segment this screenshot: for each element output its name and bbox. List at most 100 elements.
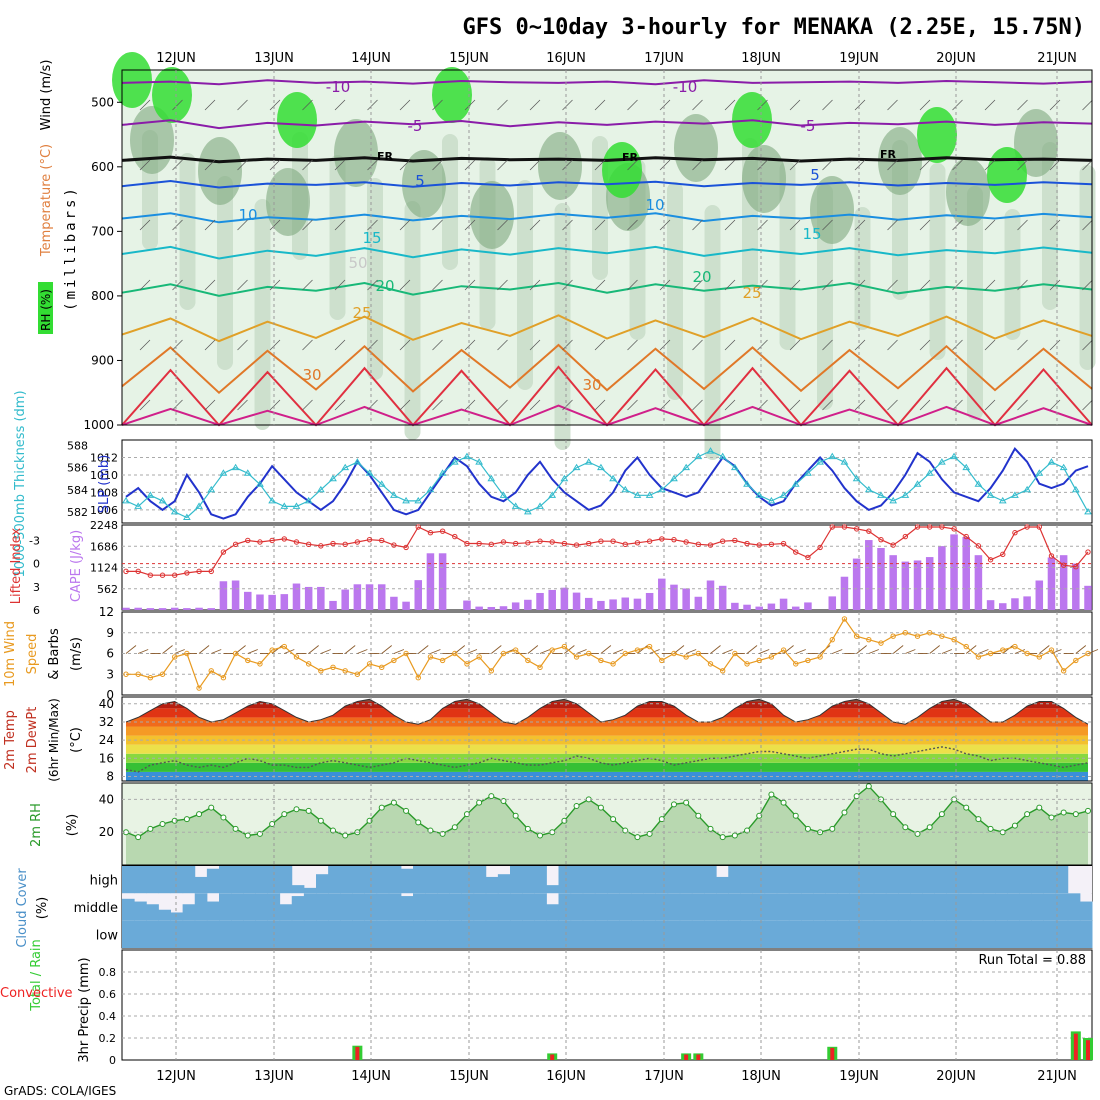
wind-speed-marker xyxy=(671,650,677,657)
rh2m-marker xyxy=(390,799,397,806)
thickness-marker xyxy=(390,491,398,498)
cape-bar xyxy=(950,534,958,610)
lifted-index-marker xyxy=(646,538,653,544)
cloud-bar xyxy=(146,866,159,894)
cloud-bar xyxy=(982,866,996,894)
precip-tick-label: 0.4 xyxy=(99,1010,117,1023)
rh2m-marker xyxy=(926,824,933,831)
contour-label: 30 xyxy=(582,376,601,394)
cloud-bar xyxy=(643,866,656,894)
lifted-index-marker xyxy=(123,568,129,575)
wind-barb xyxy=(594,99,606,111)
wind-barb xyxy=(789,219,801,231)
wind-barb xyxy=(659,99,671,111)
thickness-marker xyxy=(170,507,179,515)
wind-barb-10m xyxy=(795,649,806,654)
wind-barb xyxy=(497,399,508,411)
cape-bar xyxy=(256,594,264,610)
wind-barb-10m xyxy=(965,645,977,654)
wind-barb xyxy=(822,399,833,411)
rh2m-marker xyxy=(829,825,836,832)
wind-barb xyxy=(887,219,898,231)
rh2m-marker xyxy=(220,814,227,821)
wind-barb-10m xyxy=(320,649,332,654)
cloud-bar xyxy=(1067,920,1081,948)
cape-bar xyxy=(597,600,605,610)
thickness-tick-label: 584 xyxy=(67,484,88,497)
wind-speed-marker xyxy=(439,657,446,664)
thickness-tick-label: 588 xyxy=(67,440,88,453)
wind-barb xyxy=(367,399,378,411)
wind-speed-marker xyxy=(719,668,726,674)
cloud-bar xyxy=(776,920,790,948)
cape-bar xyxy=(694,596,703,610)
rh2m-marker xyxy=(902,824,909,831)
rh2m-marker xyxy=(342,832,349,839)
thickness-marker xyxy=(511,502,520,509)
wind-barb xyxy=(594,339,606,351)
cloud-bar xyxy=(497,920,511,948)
date-label-top: 20JUN xyxy=(936,51,976,66)
thickness-marker xyxy=(414,496,423,504)
cape-bar xyxy=(852,558,861,610)
wind-speed-marker xyxy=(1048,647,1055,653)
wind-unit-label: (m/s) xyxy=(69,637,84,671)
cloud-bar xyxy=(1019,920,1032,948)
thickness-marker xyxy=(950,452,958,460)
rh-dark-patch xyxy=(674,114,718,182)
wind-barb xyxy=(529,399,541,411)
cloud-bar xyxy=(194,893,208,921)
cape-bar xyxy=(548,589,556,610)
contour-label: 10 xyxy=(238,206,257,224)
lifted-index-marker xyxy=(269,537,275,544)
lifted-index-marker xyxy=(695,541,702,548)
thickness-marker xyxy=(1084,507,1092,515)
cape-bar xyxy=(986,600,995,610)
rh2m-frame xyxy=(121,782,1093,866)
wind-barb-10m xyxy=(381,645,393,654)
minmax-axis-label: (6hr Min/Max) xyxy=(47,698,61,782)
wind-barb xyxy=(1049,99,1061,111)
wind-barb xyxy=(627,399,638,411)
wind-barb xyxy=(562,399,573,411)
thickness-marker xyxy=(377,480,386,487)
wind-speed-marker xyxy=(293,654,300,660)
rh2m-marker xyxy=(670,801,677,808)
wind-barb xyxy=(562,219,573,231)
cloud-bar xyxy=(898,866,911,894)
precip-tick-label: 0.8 xyxy=(99,966,117,979)
wind-barb xyxy=(757,99,768,111)
wind-barb-10m xyxy=(247,649,258,654)
wind-barb xyxy=(237,279,248,291)
pressure-tick-label: 500 xyxy=(91,95,114,109)
cloud-bar xyxy=(279,904,293,921)
wind-speed-marker xyxy=(878,640,884,646)
wind-speed-marker xyxy=(452,650,458,657)
wind-barb xyxy=(887,399,898,411)
wind-speed-marker xyxy=(561,643,568,650)
rh2m-marker xyxy=(1024,811,1031,818)
wind-barb-10m xyxy=(138,649,149,654)
rh-mid-band xyxy=(1004,209,1021,340)
wind-barb xyxy=(464,219,476,231)
thickness-axis-label: 1000-500mb Thickness (dm) xyxy=(13,390,28,577)
rh2m-marker xyxy=(159,821,166,827)
cloud-bar xyxy=(461,893,475,921)
wind-speed-marker xyxy=(707,661,714,667)
wind-barb xyxy=(497,99,508,111)
cloud-bar xyxy=(728,920,741,948)
cloud-bar xyxy=(1055,920,1069,948)
pressure-tick-label: 1000 xyxy=(83,418,114,432)
rh2m-marker xyxy=(841,809,848,816)
cloud-bar xyxy=(170,912,184,921)
wind-speed-marker xyxy=(793,661,799,667)
cloud-bar xyxy=(995,866,1008,894)
rh2m-marker xyxy=(938,811,945,818)
cloud-bar xyxy=(279,866,293,894)
cloud-bar xyxy=(413,920,426,948)
rh-high-patch xyxy=(277,92,317,148)
cloud-bar xyxy=(1031,920,1044,948)
cloud-bar xyxy=(982,920,996,948)
wind-speed-marker xyxy=(1012,643,1018,650)
wind-barb xyxy=(1049,339,1061,351)
